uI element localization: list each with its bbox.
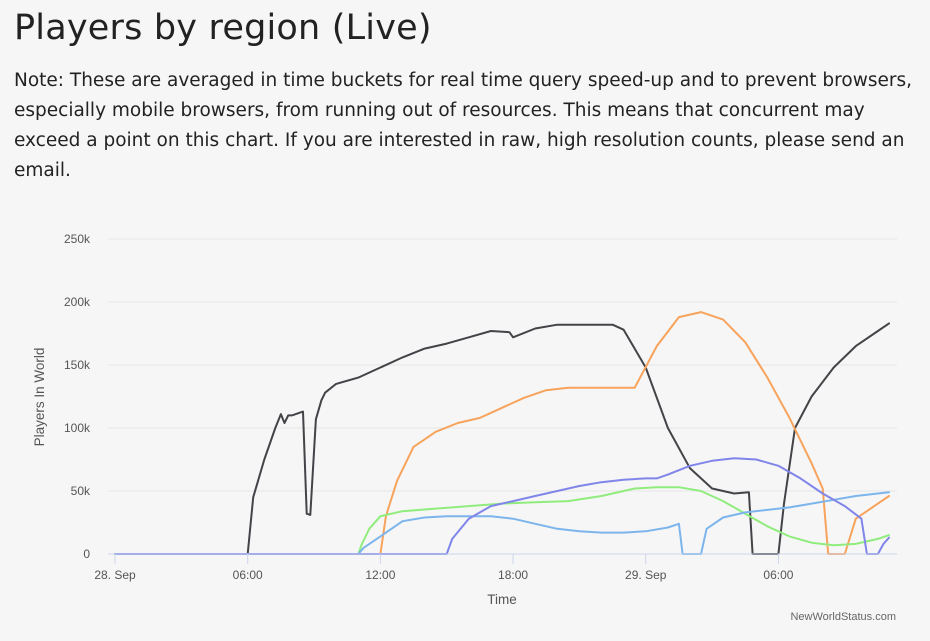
series-lines [114,311,890,555]
x-tick-label: 18:00 [498,568,528,582]
y-tick-label: 250k [64,232,91,246]
grid-lines [108,238,897,492]
x-tick-label: 28. Sep [94,568,136,582]
y-tick-label: 100k [64,421,91,435]
series-line-1[interactable] [114,322,890,555]
x-tick-label: 29. Sep [625,568,667,582]
page-note: Note: These are averaged in time buckets… [14,70,912,181]
page-title: Players by region (Live) [14,8,432,48]
y-tick-label: 150k [64,358,91,372]
y-axis-ticks: 0 50k 100k 150k 200k 250k [64,232,91,561]
y-tick-label: 50k [71,484,91,498]
x-tick-label: 06:00 [763,568,793,582]
y-tick-label: 0 [83,547,90,561]
chart-credit[interactable]: NewWorldStatus.com [790,611,896,623]
series-line-4[interactable] [114,491,890,555]
series-line-5[interactable] [114,457,890,555]
y-tick-label: 200k [64,295,91,309]
series-line-2[interactable] [114,311,890,555]
x-tick-label: 12:00 [365,568,395,582]
x-tick-label: 06:00 [233,568,263,582]
x-axis-title: Time [487,592,517,607]
series-line-3[interactable] [114,486,890,555]
x-axis-ticks: 28. Sep 06:00 12:00 18:00 29. Sep 06:00 [94,554,794,582]
y-axis-title: Players In World [32,348,47,447]
